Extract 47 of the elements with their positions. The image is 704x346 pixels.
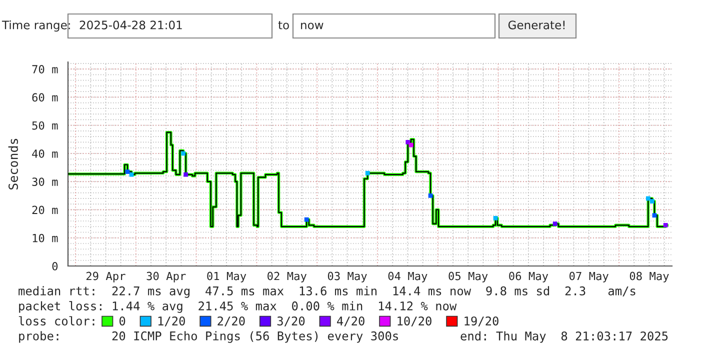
x-tick-label: 08 May [630,272,669,282]
text: 2025-04-28 21:01 [80,20,182,30]
text: median rtt: 22.7 ms avg 47.5 ms max 13.6 ms min 14.4 ms now 9.8 ms sd 2.3 am/s [18,286,636,298]
legend-label: 4/20 [337,316,364,326]
legend-label: 2/20 [218,316,245,326]
y-tick-label: 0 [52,262,58,270]
point [650,199,654,204]
y-axis-title: Seconds [8,138,18,190]
x-tick-label: 29 Apr [86,272,126,282]
y-tick-label: 70 m [32,65,58,74]
point [428,193,433,198]
y-tick-label: 50 m [32,121,58,130]
text: Time range: [2,20,70,32]
point [125,170,130,174]
point [184,172,188,177]
legend-label: 3/20 [277,316,305,326]
y-tick-label: 40 m [32,149,58,158]
text: probe: 20 ICMP Echo Pings (56 Bytes) every 300s [19,331,398,343]
text: to [278,21,289,30]
point [365,170,370,176]
x-tick-label: 07 May [569,272,608,282]
point [663,223,668,228]
y-tick-label: 60 m [32,93,58,102]
y-tick-label: 30 m [32,178,58,186]
point [304,217,309,222]
legend-title: loss color: [18,316,94,326]
x-tick-label: 01 May [207,272,246,282]
point [652,213,657,218]
text: end: Thu May 8 21:03:17 2025 [460,331,668,343]
text: Generate! [508,20,564,30]
x-tick-label: 03 May [328,272,367,282]
x-tick-label: 02 May [268,272,307,282]
y-tick-label: 20 m [32,206,58,214]
x-tick-label: 04 May [388,272,428,282]
x-tick-label: 05 May [448,272,488,282]
point [181,151,186,156]
point [493,216,498,220]
y-tick-label: 10 m [32,234,58,242]
legend-label: 10/20 [398,316,432,326]
legend-label: 1/20 [158,316,185,326]
point [552,222,558,226]
x-tick-label: 06 May [509,272,548,282]
x-tick-label: 30 Apr [146,272,186,282]
text: packet loss: 1.44 % avg 21.45 % max 0.00 % min 14.12 % now [19,301,457,313]
text: now [301,22,324,30]
legend-label: 19/20 [464,316,498,326]
legend-label: 0 [120,316,126,326]
